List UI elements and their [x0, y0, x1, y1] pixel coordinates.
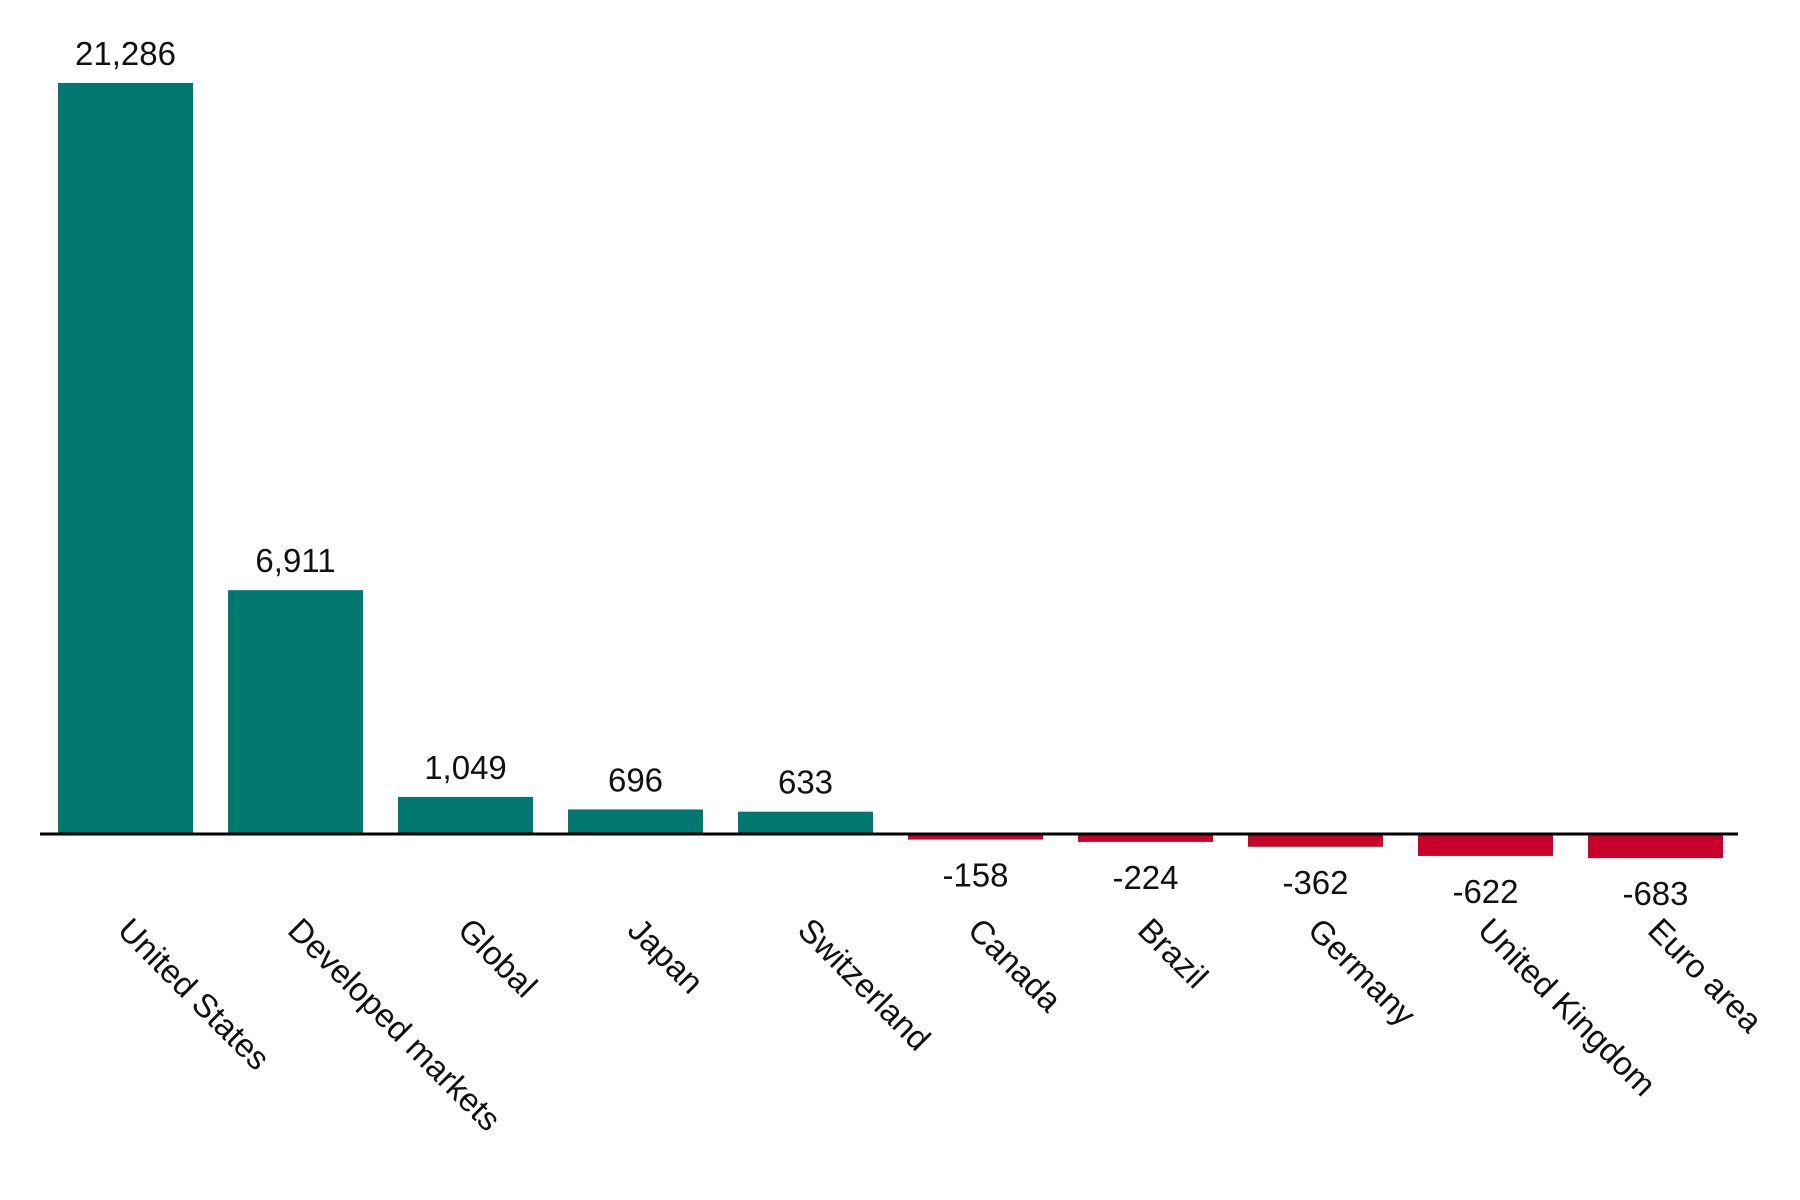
value-label: 21,286	[75, 35, 176, 72]
bar	[58, 83, 193, 834]
bar	[1248, 834, 1383, 847]
value-label: -683	[1622, 875, 1688, 912]
x-tick-label: Brazil	[1131, 911, 1216, 996]
bar	[1078, 834, 1213, 842]
value-label: -224	[1112, 859, 1178, 896]
value-label: 633	[778, 764, 833, 801]
value-label: -622	[1452, 873, 1518, 910]
x-tick-label: Switzerland	[791, 911, 938, 1058]
value-label: -158	[942, 857, 1008, 894]
x-tick-label: Canada	[961, 911, 1069, 1019]
value-label: -362	[1282, 864, 1348, 901]
value-label: 1,049	[424, 749, 507, 786]
x-tick-label: Germany	[1301, 911, 1423, 1033]
bar	[568, 809, 703, 834]
bar	[908, 834, 1043, 840]
value-label: 6,911	[255, 542, 335, 579]
x-tick-label: Euro area	[1641, 911, 1770, 1040]
x-tick-label: Japan	[621, 911, 711, 1001]
bar	[1418, 834, 1553, 856]
value-label: 696	[608, 761, 663, 798]
bar	[398, 796, 533, 834]
bar	[1588, 834, 1723, 859]
bar	[738, 811, 873, 834]
x-tick-label: Global	[451, 911, 545, 1005]
bar	[228, 590, 363, 834]
x-tick-label: United Kingdom	[1471, 911, 1663, 1103]
x-tick-label: United States	[111, 911, 277, 1077]
